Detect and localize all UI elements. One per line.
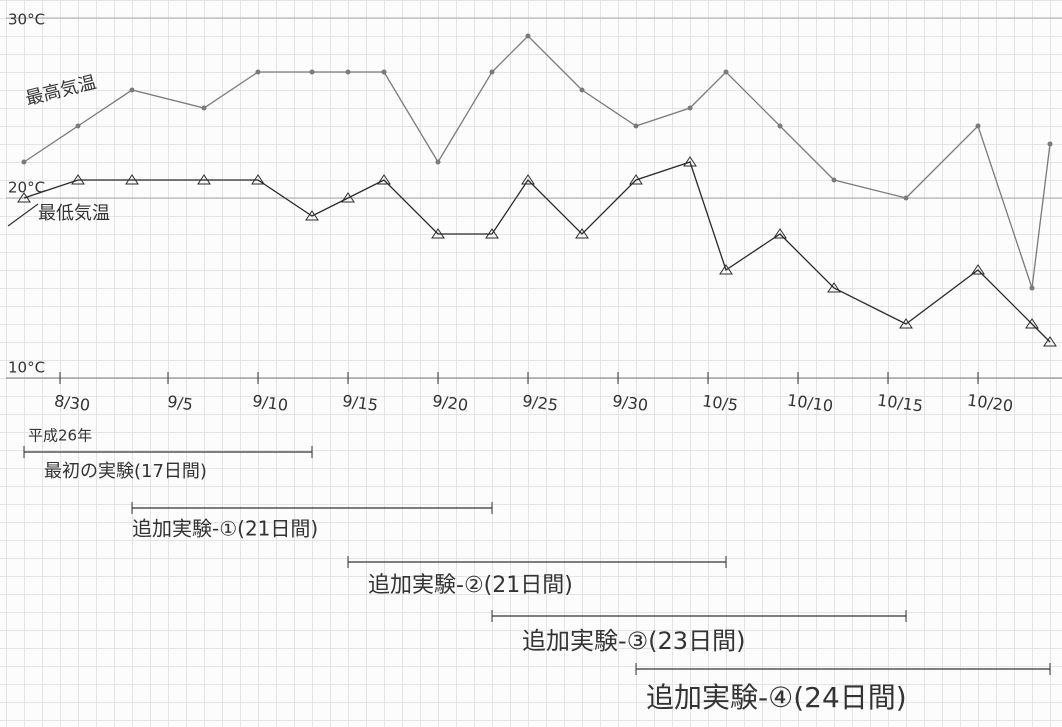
point — [382, 70, 387, 75]
y-tick-label: 20°C — [8, 179, 45, 197]
point — [130, 88, 135, 93]
point — [688, 106, 693, 111]
x-tick-label: 9/5 — [166, 392, 194, 414]
period-label: 追加実験-②(21日間) — [368, 573, 573, 598]
point — [1030, 286, 1035, 291]
series-line — [24, 36, 1050, 288]
legend-label: 最高気温 — [23, 72, 98, 110]
x-tick-label: 10/20 — [966, 390, 1014, 415]
point — [976, 124, 981, 129]
page: {"chart_data": { "type": "line", "x": [-… — [0, 0, 1062, 727]
point — [256, 70, 261, 75]
x-tick-label: 9/15 — [341, 391, 379, 415]
point — [22, 160, 27, 165]
period-label: 追加実験-④(24日間) — [646, 681, 907, 714]
legend-arrow — [8, 204, 38, 226]
period-label: 最初の実験(17日間) — [44, 461, 207, 482]
legend-label: 最低気温 — [38, 203, 110, 224]
y-tick-label: 10°C — [8, 359, 45, 377]
period-label: 追加実験-①(21日間) — [132, 517, 318, 541]
series-line — [24, 162, 1050, 342]
point — [436, 160, 441, 165]
point — [526, 34, 531, 39]
point — [832, 178, 837, 183]
x-tick-label: 9/10 — [251, 391, 289, 415]
x-tick-label: 8/30 — [53, 391, 91, 415]
x-tick-label: 10/5 — [701, 391, 739, 415]
chart: 最高気温 最低気温 平成26年 10°C 20°C 30°C 8/30 9/5 9/10 9… — [0, 0, 1062, 727]
point — [76, 124, 81, 129]
point — [778, 124, 783, 129]
point — [634, 124, 639, 129]
y-tick-label: 30°C — [8, 11, 45, 29]
point — [202, 106, 207, 111]
point — [724, 70, 729, 75]
x-tick-label: 10/10 — [786, 390, 834, 415]
point — [346, 70, 351, 75]
x-tick-label: 9/30 — [611, 391, 649, 415]
point — [490, 70, 495, 75]
period-label: 追加実験-③(23日間) — [522, 627, 745, 655]
point — [1048, 142, 1053, 147]
year-label: 平成26年 — [28, 427, 92, 445]
x-tick-label: 9/20 — [431, 391, 469, 415]
point — [904, 196, 909, 201]
x-tick-label: 10/15 — [876, 390, 924, 415]
point — [580, 88, 585, 93]
point — [310, 70, 315, 75]
x-tick-label: 9/25 — [521, 391, 559, 415]
